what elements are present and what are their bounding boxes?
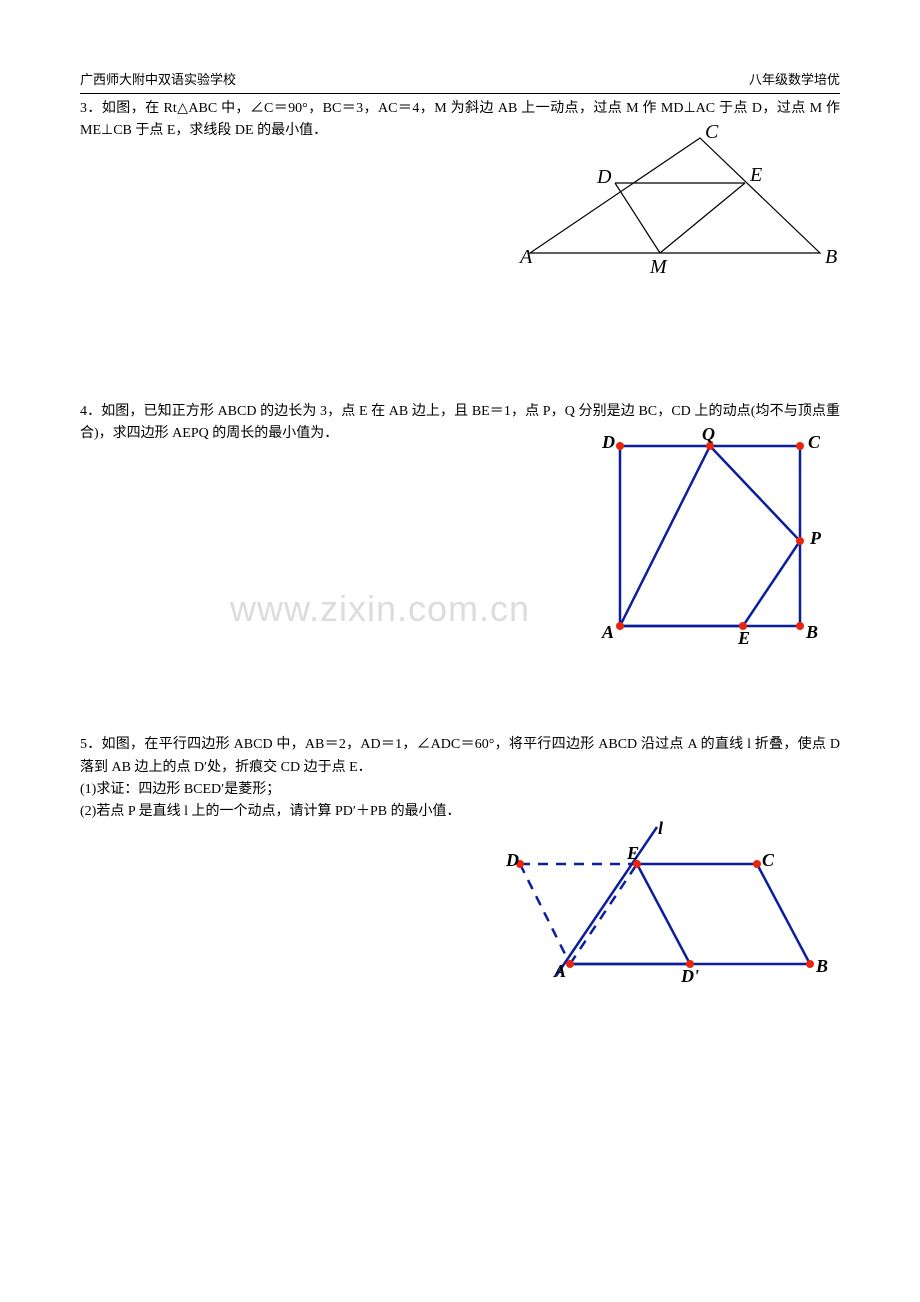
fig3-label-E: E xyxy=(749,164,762,186)
figure-5: D E C A D' B l xyxy=(500,814,840,984)
problem-4-number: 4． xyxy=(80,404,101,419)
fig5-label-D: D xyxy=(505,850,519,870)
problem-3: 3．如图，在 Rt△ABC 中，∠C＝90°，BC＝3，AC＝4，M 为斜边 A… xyxy=(80,98,840,371)
fig5-label-A: A xyxy=(553,961,566,981)
problem-4: 4．如图，已知正方形 ABCD 的边长为 3，点 E 在 AB 边上，且 BE＝… xyxy=(80,401,840,704)
fig3-label-M: M xyxy=(649,256,668,278)
fig4-label-E: E xyxy=(737,628,750,648)
fig3-label-C: C xyxy=(705,123,719,143)
fig4-label-D: D xyxy=(601,432,615,452)
figure-3: A B C D E M xyxy=(510,123,840,283)
problem-5-number: 5． xyxy=(80,737,102,752)
fig3-label-A: A xyxy=(518,246,533,268)
fig4-label-A: A xyxy=(601,622,614,642)
problem-5-text2: (1)求证：四边形 BCED′是菱形； xyxy=(80,779,840,801)
fig4-label-Q: Q xyxy=(702,426,715,444)
fig3-label-D: D xyxy=(596,166,612,188)
fig5-label-E: E xyxy=(626,843,639,863)
problem-5-text1: 如图，在平行四边形 ABCD 中，AB＝2，AD＝1，∠ADC＝60°，将平行四… xyxy=(80,737,840,774)
fig5-label-C: C xyxy=(762,850,775,870)
fig5-label-Dp: D' xyxy=(680,966,699,984)
fig4-label-C: C xyxy=(808,432,821,452)
header-right: 八年级数学培优 xyxy=(749,70,840,91)
fig4-label-B: B xyxy=(805,622,818,642)
problem-5: 5．如图，在平行四边形 ABCD 中，AB＝2，AD＝1，∠ADC＝60°，将平… xyxy=(80,734,840,992)
fig3-label-B: B xyxy=(825,246,837,268)
problem-3-number: 3． xyxy=(80,101,102,116)
fig4-label-P: P xyxy=(809,528,822,548)
header-left: 广西师大附中双语实验学校 xyxy=(80,70,236,91)
fig5-label-B: B xyxy=(815,956,828,976)
figure-4: D C A B E P Q xyxy=(580,426,840,656)
fig5-label-l: l xyxy=(658,818,663,838)
